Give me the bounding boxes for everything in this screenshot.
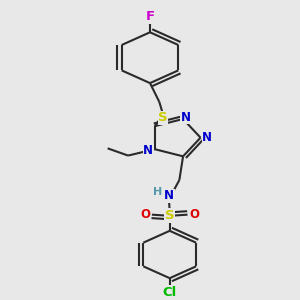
- Text: O: O: [189, 208, 199, 221]
- Text: S: S: [158, 111, 168, 124]
- Text: N: N: [143, 144, 153, 157]
- Text: F: F: [146, 10, 154, 23]
- Text: N: N: [181, 111, 191, 124]
- Text: N: N: [164, 189, 174, 203]
- Text: O: O: [140, 208, 150, 221]
- Text: Cl: Cl: [163, 286, 177, 299]
- Text: H: H: [153, 187, 162, 196]
- Text: N: N: [202, 131, 212, 144]
- Text: S: S: [165, 209, 175, 222]
